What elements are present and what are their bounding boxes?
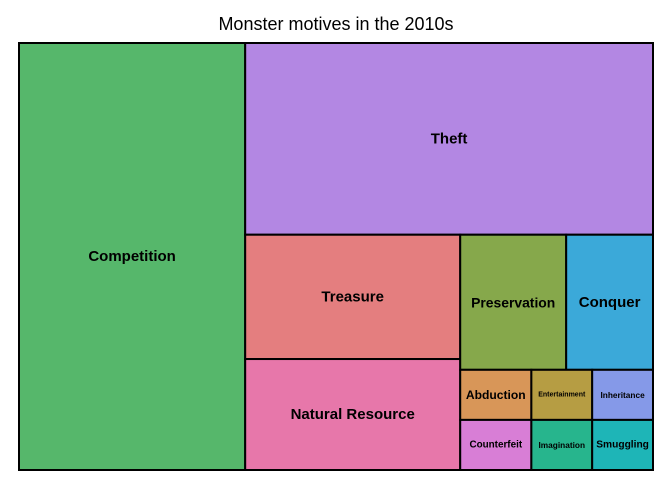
- tile-label-imagination: Imagination: [538, 440, 585, 450]
- tile-entertainment: [530, 368, 594, 421]
- tile-abduction: [459, 368, 533, 421]
- tile-label-entertainment: Entertainment: [538, 391, 586, 398]
- tile-conquer: [565, 233, 654, 371]
- tile-label-natural-resource: Natural Resource: [291, 406, 415, 423]
- tile-inheritance: [591, 368, 655, 421]
- tile-label-competition: Competition: [88, 248, 176, 265]
- tile-label-abduction: Abduction: [466, 388, 526, 402]
- tile-counterfeit: [459, 418, 533, 472]
- chart-title: Monster motives in the 2010s: [218, 14, 454, 34]
- tile-label-theft: Theft: [431, 130, 468, 147]
- tile-label-preservation: Preservation: [471, 294, 555, 310]
- tile-imagination: [530, 418, 594, 472]
- tile-label-counterfeit: Counterfeit: [469, 439, 522, 450]
- tile-smuggling: [591, 418, 655, 472]
- treemap-tiles: Competition Theft Treasure Natural Resource…: [18, 42, 655, 472]
- tile-label-inheritance: Inheritance: [600, 390, 645, 400]
- tile-label-conquer: Conquer: [579, 294, 641, 311]
- tile-label-smuggling: Smuggling: [596, 439, 649, 450]
- tile-label-treasure: Treasure: [321, 288, 384, 305]
- tile-preservation: [459, 233, 568, 371]
